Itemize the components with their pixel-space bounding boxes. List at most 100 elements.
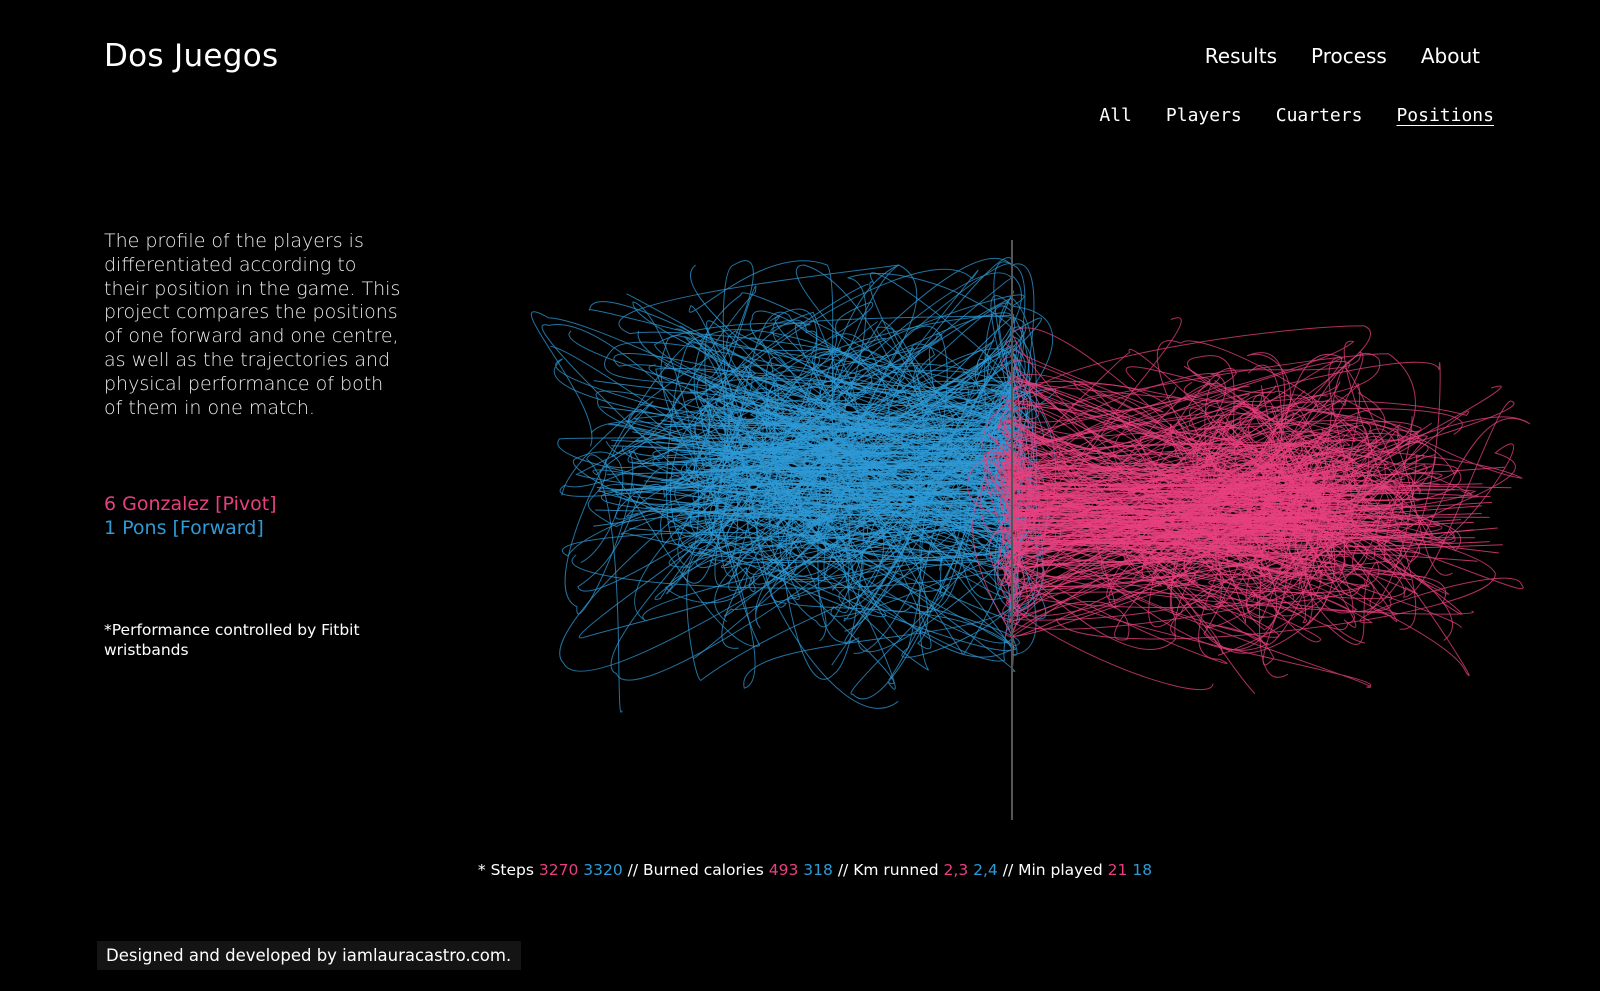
trajectory-line [541, 324, 899, 709]
trajectory-line [1011, 483, 1483, 505]
trajectory-line [1011, 548, 1426, 578]
footer-credit[interactable]: Designed and developed by iamlauracastro… [97, 941, 522, 970]
trajectory-line [711, 425, 1013, 431]
nav-process[interactable]: Process [1310, 44, 1387, 68]
stats-steps-label: * Steps [477, 861, 534, 879]
trajectory-line [1011, 515, 1403, 520]
stats-bar: * Steps 3270 3320 // Burned calories 493… [0, 861, 1600, 879]
trajectory-line [634, 431, 1013, 442]
trajectory-line [664, 424, 1013, 437]
site-title[interactable]: Dos Juegos [104, 38, 279, 74]
trajectory-line [710, 448, 1013, 455]
trajectory-line [1011, 497, 1308, 525]
trajectory-line [993, 508, 1319, 645]
trajectory-line [669, 497, 1013, 528]
trajectory-line [598, 480, 1013, 492]
legend-forward[interactable]: 1 Pons [Forward] [104, 517, 264, 539]
trajectory-line [1011, 506, 1310, 515]
fitbit-note: *Performance controlled by Fitbit wristb… [104, 621, 360, 659]
trajectory-line [1011, 519, 1424, 542]
trajectory-line [1011, 494, 1277, 508]
trajectory-line [987, 430, 1377, 666]
trajectory-line [596, 486, 1013, 512]
trajectory-line [1003, 408, 1463, 654]
trajectory-line [774, 469, 1013, 483]
trajectory-line [1011, 464, 1296, 478]
stats-km-label: // Km runned [837, 861, 939, 879]
trajectory-line [1011, 469, 1368, 630]
trajectory-line [1001, 361, 1441, 575]
stats-steps-pivot: 3270 [538, 861, 579, 879]
tab-players[interactable]: Players [1165, 105, 1242, 126]
stats-calories-forward: 318 [803, 861, 833, 879]
trajectory-line [1011, 485, 1389, 501]
trajectory-line [1011, 507, 1397, 528]
trajectory-line [728, 530, 1013, 556]
trajectory-line [1011, 529, 1269, 558]
tab-all[interactable]: All [1099, 105, 1132, 126]
trajectory-line [593, 503, 1013, 527]
stats-km-forward: 2,4 [973, 861, 998, 879]
trajectory-line [595, 509, 1013, 526]
trajectory-line [743, 401, 1013, 433]
trajectory-line [1011, 526, 1273, 539]
trajectory-line [1011, 537, 1315, 561]
trajectory-line [808, 385, 1013, 410]
trajectory-line [1011, 541, 1490, 549]
stats-min-label: // Min played [1002, 861, 1103, 879]
trajectory-line [644, 480, 1013, 508]
trajectory-line [1011, 527, 1498, 545]
trajectory-line [1011, 518, 1474, 528]
trajectory-line [600, 406, 1013, 431]
trajectory-line [761, 409, 1013, 443]
nav-about[interactable]: About [1420, 44, 1480, 68]
legend-pivot[interactable]: 6 Gonzalez [Pivot] [104, 493, 277, 515]
trajectory-line [660, 419, 1013, 441]
trajectory-line [1011, 519, 1461, 532]
trajectory-line [632, 495, 1013, 517]
trajectory-line [632, 431, 1013, 458]
trajectory-line [682, 449, 1013, 475]
trajectory-line [663, 423, 1013, 428]
trajectory-line [1184, 392, 1386, 597]
trajectory-line [1189, 407, 1453, 631]
trajectory-line [1000, 426, 1443, 690]
trajectory-line [575, 301, 1029, 644]
trajectory-line [1007, 354, 1459, 590]
nav-results[interactable]: Results [1204, 44, 1277, 68]
trajectory-line [1011, 508, 1305, 533]
trajectory-line [1011, 472, 1440, 485]
stats-min-forward: 18 [1132, 861, 1153, 879]
trajectory-line [593, 380, 1013, 407]
trajectory-line [1011, 483, 1512, 489]
trajectory-line [725, 416, 1013, 423]
trajectory-line [1011, 492, 1387, 500]
trajectory-line [656, 441, 1013, 465]
trajectory-line [1011, 524, 1387, 531]
trajectory-line [1010, 341, 1429, 630]
trajectory-line [1011, 489, 1456, 498]
trajectory-line [610, 263, 1026, 699]
tab-cuarters[interactable]: Cuarters [1275, 105, 1363, 126]
trajectory-line [680, 484, 1013, 515]
stats-calories-pivot: 493 [768, 861, 799, 879]
trajectory-line [666, 445, 1013, 457]
trajectory-line [1011, 537, 1476, 545]
stats-km-pivot: 2,3 [943, 861, 969, 879]
stats-calories-label: // Burned calories [627, 861, 764, 879]
trajectory-line [723, 470, 1013, 494]
forward-trajectories [531, 256, 1062, 713]
trajectory-line [695, 375, 1020, 617]
trajectory-line [695, 369, 1013, 394]
trajectory-line [562, 461, 926, 681]
trajectory-line [1011, 516, 1490, 526]
trajectory-line [1011, 463, 1292, 474]
trajectory-line [745, 376, 1013, 393]
trajectory-line [1011, 367, 1372, 609]
tab-positions[interactable]: Positions [1396, 105, 1494, 126]
trajectory-line [1011, 511, 1406, 534]
trajectory-line [1011, 520, 1287, 538]
legend: 6 Gonzalez [Pivot] 1 Pons [Forward] [104, 492, 277, 540]
